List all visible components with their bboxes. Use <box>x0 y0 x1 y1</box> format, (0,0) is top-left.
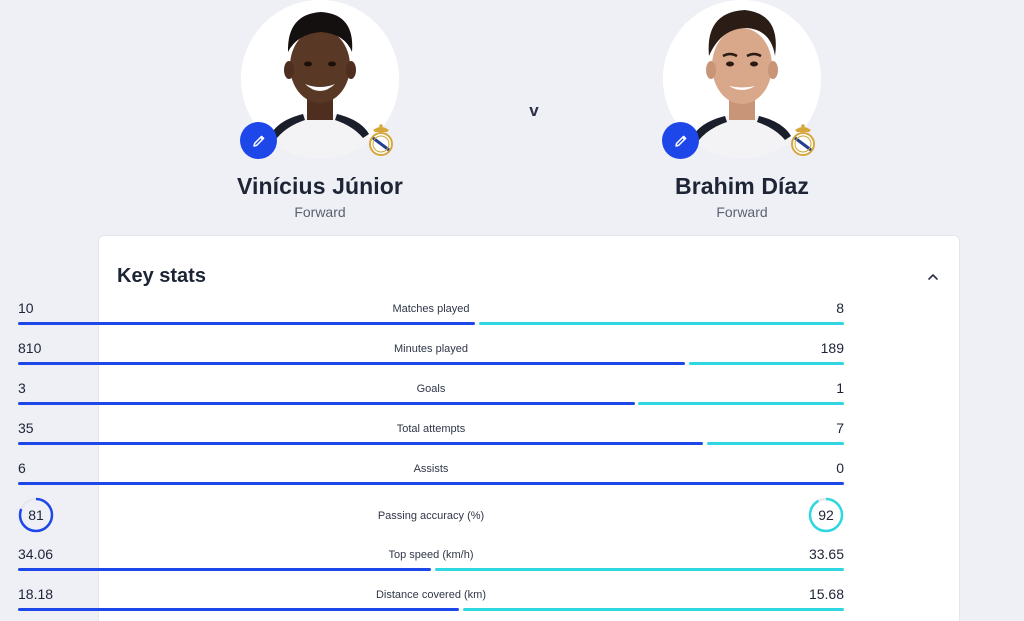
player-name-right: Brahim Díaz <box>674 173 810 199</box>
ring-gauge-right <box>808 497 844 533</box>
stat-row-assists: 6 Assists 0 <box>18 459 844 499</box>
stat-row-minutes-played: 810 Minutes played 189 <box>18 339 844 379</box>
stat-label: Passing accuracy (%) <box>377 510 485 522</box>
stat-bar <box>18 362 844 366</box>
ring-gauge-left <box>18 497 54 533</box>
stat-label: Total attempts <box>396 423 466 435</box>
stat-label: Distance covered (km) <box>375 589 487 601</box>
pencil-icon <box>674 135 686 147</box>
stat-right-value: 33.65 <box>808 546 844 562</box>
player-photo-left <box>241 0 399 158</box>
player-position-right: Forward <box>716 204 768 220</box>
stat-label: Top speed (km/h) <box>388 549 474 561</box>
stat-bar <box>18 568 844 572</box>
ring-arc-left <box>18 497 54 533</box>
stat-row-top-speed: 34.06 Top speed (km/h) 33.65 <box>18 545 844 585</box>
stat-right-value: 7 <box>836 420 844 436</box>
chevron-up-icon <box>928 274 938 280</box>
passing-accuracy-ring-right: 92 <box>808 497 844 533</box>
avatar-wrap-right <box>662 0 821 159</box>
player-name-left: Vinícius Júnior <box>237 173 403 199</box>
player-card-left: Vinícius Júnior Forward <box>200 0 440 221</box>
real-madrid-crest-icon <box>791 124 815 156</box>
edit-player-left-button[interactable] <box>240 122 277 159</box>
avatar-right <box>663 0 821 158</box>
stat-left-value: 6 <box>18 460 26 476</box>
stat-bar-left <box>18 442 703 445</box>
stat-bar <box>18 402 844 406</box>
key-stats-card: Key stats <box>98 235 960 621</box>
stat-right-value: 15.68 <box>808 586 844 602</box>
stat-label: Minutes played <box>394 343 468 355</box>
stat-left-value: 34.06 <box>18 546 54 562</box>
stat-bar-right <box>479 322 844 325</box>
stat-bar <box>18 608 844 612</box>
stat-bar-right <box>435 568 844 571</box>
player-position-left: Forward <box>294 204 346 220</box>
passing-accuracy-ring-left: 81 <box>18 497 54 533</box>
passing-accuracy-right-value: 92 <box>818 507 834 523</box>
stat-bar-right <box>689 362 844 365</box>
stat-bar-left <box>18 322 475 325</box>
stat-row-goals: 3 Goals 1 <box>18 379 844 419</box>
stat-left-value: 10 <box>18 300 34 316</box>
stat-left-value: 3 <box>18 380 26 396</box>
collapse-key-stats-button[interactable] <box>921 266 945 288</box>
stat-label: Assists <box>413 463 449 475</box>
stat-bar <box>18 482 844 486</box>
stat-row-matches-played: 10 Matches played 8 <box>18 299 844 339</box>
stat-bar-right <box>463 608 844 611</box>
ring-arc-right <box>808 497 844 533</box>
stat-bar-left <box>18 568 431 571</box>
stat-row-distance-covered: 18.18 Distance covered (km) 15.68 <box>18 585 844 621</box>
stat-row-total-attempts: 35 Total attempts 7 <box>18 419 844 459</box>
stat-right-value: 0 <box>836 460 844 476</box>
stat-bar-left <box>18 482 844 485</box>
stat-bar-left <box>18 608 459 611</box>
stat-bar-right <box>638 402 844 405</box>
stat-right-value: 189 <box>820 340 844 356</box>
pencil-icon <box>252 135 264 147</box>
stat-label: Matches played <box>392 303 470 315</box>
stat-bar <box>18 322 844 326</box>
stat-left-value: 35 <box>18 420 34 436</box>
avatar-left <box>241 0 399 158</box>
stat-label: Goals <box>416 383 446 395</box>
stat-left-value: 810 <box>18 340 42 356</box>
player-photo-right <box>663 0 821 158</box>
stat-bar-left <box>18 402 635 405</box>
passing-accuracy-left-value: 81 <box>28 507 44 523</box>
stat-right-value: 1 <box>836 380 844 396</box>
stat-bar-right <box>707 442 844 445</box>
key-stats-title: Key stats <box>117 265 206 287</box>
real-madrid-crest-icon <box>369 124 393 156</box>
stat-bar <box>18 442 844 446</box>
stat-right-value: 8 <box>836 300 844 316</box>
edit-player-right-button[interactable] <box>662 122 699 159</box>
stat-left-value: 18.18 <box>18 586 54 602</box>
stat-bar-left <box>18 362 685 365</box>
stat-row-passing-accuracy: 81 Passing accuracy (%) 92 <box>18 497 844 535</box>
player-card-right: Brahim Díaz Forward <box>622 0 862 221</box>
versus-label: v <box>529 101 539 120</box>
avatar-wrap-left <box>240 0 399 159</box>
